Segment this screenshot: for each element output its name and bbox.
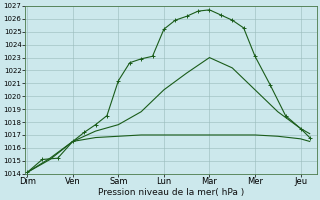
X-axis label: Pression niveau de la mer( hPa ): Pression niveau de la mer( hPa ) xyxy=(98,188,244,197)
